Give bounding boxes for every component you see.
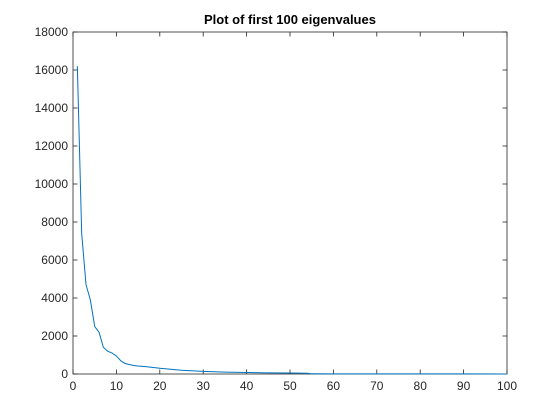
x-tick-label: 20 (153, 379, 167, 393)
y-tick-label: 4000 (41, 291, 68, 305)
x-tick-label: 0 (70, 379, 77, 393)
x-tick-label: 90 (457, 379, 471, 393)
y-tick-label: 0 (61, 367, 68, 381)
x-tick-label: 80 (414, 379, 428, 393)
x-tick-label: 10 (110, 379, 124, 393)
chart-title: Plot of first 100 eigenvalues (204, 12, 376, 27)
y-tick-label: 16000 (35, 63, 69, 77)
axis-tick-labels: 0 10 20 30 40 50 60 70 80 90 100 0 2000 4000 6000 8000 1… (35, 25, 518, 393)
axis-ticks (72, 31, 508, 375)
x-tick-label: 50 (283, 379, 297, 393)
series-line (76, 66, 508, 375)
x-tick-label: 60 (327, 379, 341, 393)
x-tick-label: 70 (370, 379, 384, 393)
x-tick-label: 100 (497, 379, 517, 393)
plot-area (72, 31, 508, 375)
y-tick-label: 14000 (35, 101, 69, 115)
y-tick-label: 6000 (41, 253, 68, 267)
y-tick-label: 18000 (35, 25, 69, 39)
x-tick-label: 40 (240, 379, 254, 393)
x-tick-label: 30 (197, 379, 211, 393)
y-tick-label: 10000 (35, 177, 69, 191)
y-tick-label: 12000 (35, 139, 69, 153)
y-tick-label: 2000 (41, 329, 68, 343)
y-tick-label: 8000 (41, 215, 68, 229)
